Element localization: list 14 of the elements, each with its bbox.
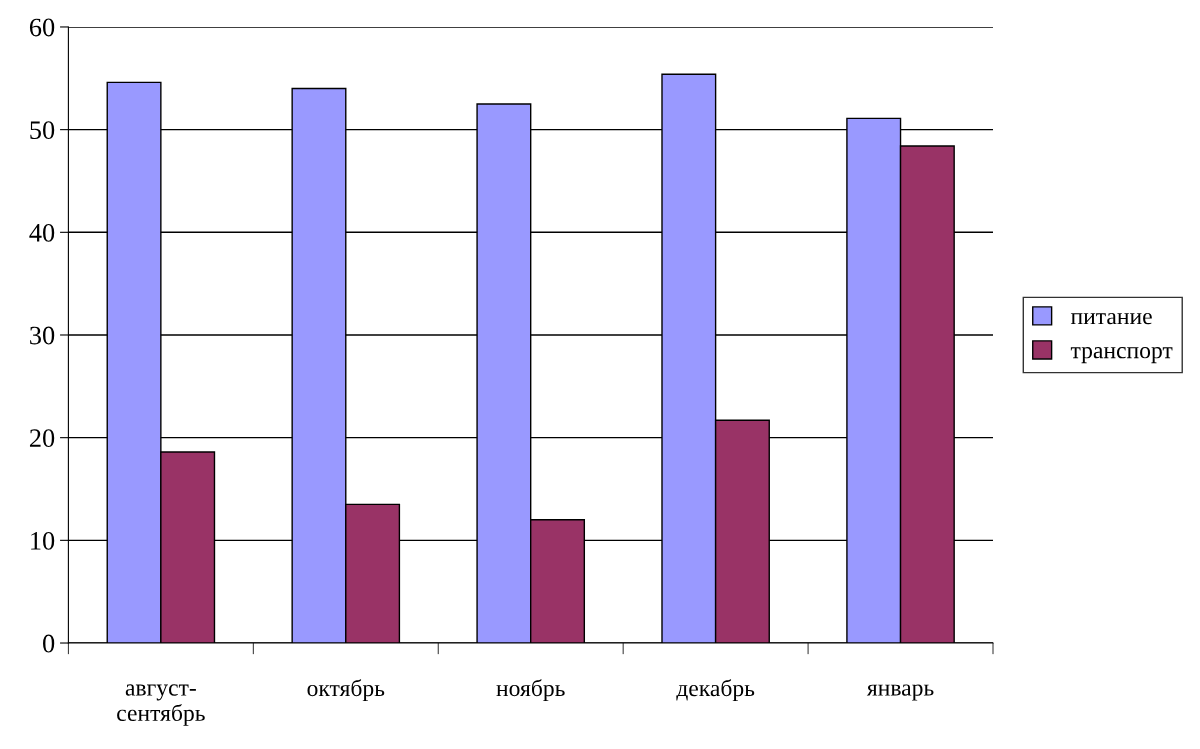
- y-tick-label: 60: [29, 18, 55, 37]
- legend-label: питание: [1070, 312, 1152, 325]
- legend-label: транспорт: [1070, 347, 1173, 364]
- y-tick-label: 40: [29, 223, 55, 242]
- y-tick-label: 0: [43, 634, 55, 653]
- y-tick-label: 10: [31, 531, 55, 550]
- y-tick-label: 20: [29, 429, 55, 448]
- x-tick-label: ноябрь: [496, 679, 565, 702]
- y-tick-label: 30: [30, 326, 55, 345]
- x-tick-label: октябрь: [307, 679, 385, 702]
- x-tick-label: август- сентябрь: [117, 684, 205, 726]
- x-tick-label: январь: [866, 684, 934, 701]
- x-tick-label: декабрь: [676, 679, 755, 702]
- y-tick-label: 50: [30, 121, 55, 140]
